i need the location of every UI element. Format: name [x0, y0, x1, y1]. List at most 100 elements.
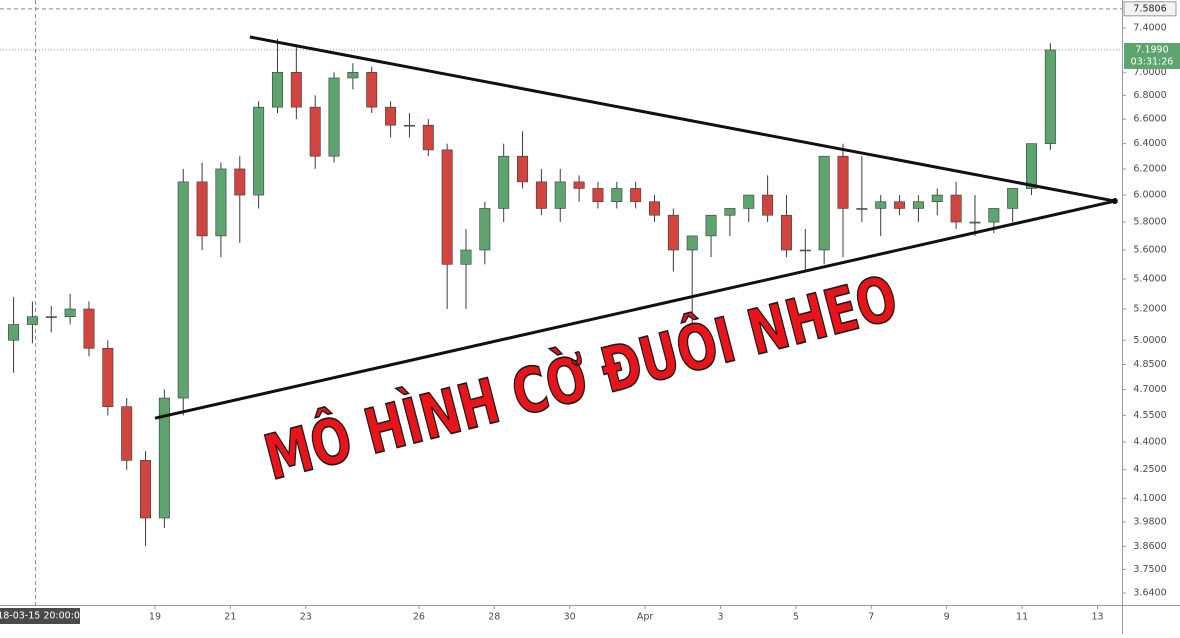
- last-price-label: 7.1990: [1135, 44, 1168, 55]
- candle-body: [403, 124, 415, 127]
- candle-body: [441, 149, 453, 265]
- apex-point: [1111, 198, 1118, 205]
- x-tick-label: 21: [224, 612, 236, 623]
- candle-body: [309, 106, 321, 157]
- y-tick-label: 6.4000: [1133, 138, 1166, 149]
- candle-body: [931, 194, 943, 203]
- y-tick-label: 5.6000: [1133, 245, 1166, 256]
- candle-body: [45, 316, 57, 319]
- y-tick-label: 4.5500: [1133, 410, 1166, 421]
- candle-body: [969, 221, 981, 224]
- y-tick-label: 5.4000: [1133, 273, 1166, 284]
- candle-body: [196, 181, 208, 237]
- candle-body: [705, 214, 717, 237]
- candle-body: [290, 71, 302, 108]
- x-tick-label: Apr: [637, 612, 654, 623]
- candle-body: [64, 308, 76, 318]
- y-tick-label: 4.4000: [1133, 437, 1166, 448]
- y-tick-label: 3.9800: [1133, 516, 1166, 527]
- countdown-label: 03:31:26: [1131, 56, 1174, 67]
- candle-body: [724, 208, 736, 216]
- candle-body: [649, 201, 660, 216]
- candle-body: [158, 397, 170, 519]
- x-tick-label: 9: [944, 612, 950, 623]
- candle-body: [611, 188, 623, 203]
- x-tick-label: 11: [1016, 612, 1028, 623]
- crosshair-time-label: 2018-03-15 20:00:00: [0, 611, 86, 622]
- y-tick-label: 5.0000: [1133, 335, 1166, 346]
- trend-line: [249, 35, 1116, 203]
- x-tick-label: 26: [413, 612, 425, 623]
- candle-body: [1026, 143, 1038, 189]
- candle-body: [366, 71, 378, 108]
- candle-body: [592, 188, 604, 203]
- x-tick-label: 30: [564, 612, 576, 623]
- candle-body: [686, 235, 698, 251]
- y-tick-label: 5.2000: [1133, 304, 1166, 315]
- crosshair-price-box: [1123, 1, 1177, 17]
- x-tick-label: 7: [868, 612, 874, 623]
- candle-body: [799, 249, 811, 252]
- crosshair-time-box: [0, 608, 80, 624]
- candle-body: [215, 168, 227, 237]
- candle-body: [460, 249, 472, 265]
- candle-body: [837, 155, 849, 209]
- candle-body: [140, 460, 152, 519]
- candle-body: [1044, 49, 1056, 144]
- last-price-box: [1124, 42, 1180, 69]
- y-tick-label: 4.7000: [1133, 384, 1166, 395]
- candle-body: [234, 168, 246, 196]
- candle-body: [422, 124, 434, 151]
- x-tick-label: 28: [488, 612, 500, 623]
- y-tick-label: 7.0000: [1133, 67, 1166, 78]
- candle-body: [517, 155, 529, 183]
- y-tick-label: 3.6400: [1133, 588, 1166, 599]
- candle-body: [912, 201, 924, 209]
- candle-body: [83, 308, 95, 349]
- y-tick-label: 6.6000: [1133, 114, 1166, 125]
- candle-body: [743, 194, 755, 209]
- candle-body: [780, 214, 792, 251]
- y-tick-label: 6.0000: [1133, 190, 1166, 201]
- candle-body: [479, 208, 491, 251]
- candle-body: [894, 201, 906, 209]
- candle-body: [535, 181, 547, 209]
- y-tick-label: 6.8000: [1133, 90, 1166, 101]
- candle-body: [385, 106, 397, 126]
- y-tick-label: 4.8500: [1133, 359, 1166, 370]
- x-tick-label: 23: [300, 612, 312, 623]
- candle-body: [121, 406, 133, 461]
- y-tick-label: 6.2000: [1133, 163, 1166, 174]
- y-tick-label: 3.8600: [1133, 541, 1166, 552]
- candle-body: [328, 77, 340, 157]
- candle-body: [347, 71, 359, 79]
- y-tick-label: 7.4000: [1133, 23, 1166, 34]
- candle-body: [554, 181, 566, 209]
- candle-body: [988, 208, 1000, 223]
- candle-body: [950, 194, 962, 223]
- x-tick-label: 13: [1091, 612, 1103, 623]
- x-tick-label: 19: [149, 612, 161, 623]
- candle-body: [573, 181, 585, 189]
- crosshair-price-label: 7.5806: [1133, 3, 1166, 14]
- candle-body: [498, 155, 510, 209]
- candle-body: [630, 188, 642, 203]
- candle-body: [8, 324, 20, 341]
- candle-body: [818, 155, 830, 251]
- candle-body: [762, 194, 774, 216]
- candle-body: [667, 214, 679, 251]
- candle-body: [177, 181, 189, 399]
- trend-line: [154, 199, 1116, 420]
- x-tick-label: 3: [717, 612, 723, 623]
- y-tick-label: 4.2500: [1133, 464, 1166, 475]
- y-tick-label: 3.7500: [1133, 564, 1166, 575]
- candle-body: [26, 316, 38, 325]
- candle-body: [271, 71, 283, 108]
- candle-body: [253, 106, 265, 196]
- candle-body: [102, 347, 114, 407]
- candle-body: [875, 201, 887, 209]
- y-tick-label: 5.8000: [1133, 217, 1166, 228]
- y-tick-label: 4.1000: [1133, 493, 1166, 504]
